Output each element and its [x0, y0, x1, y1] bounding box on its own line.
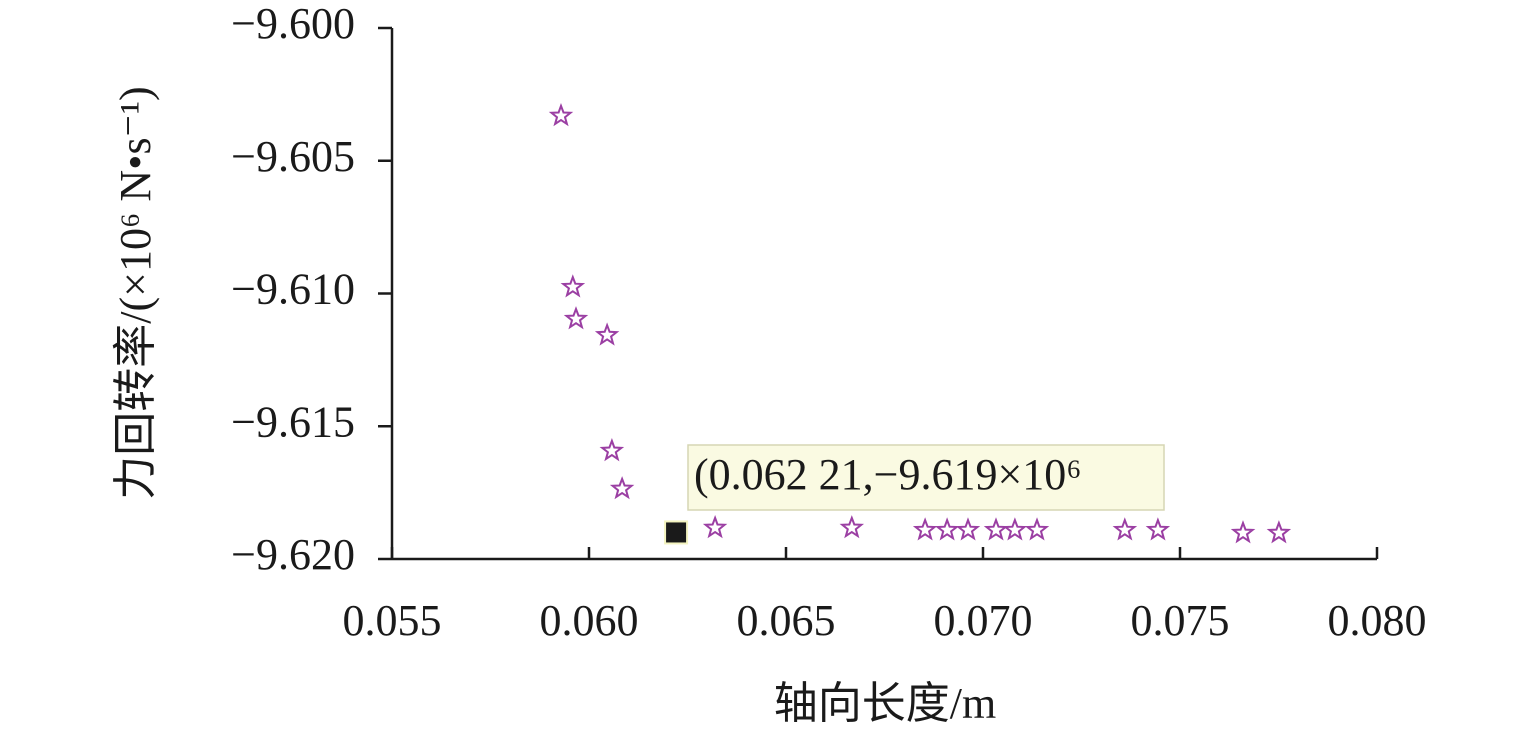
point [560, 274, 586, 298]
point [934, 517, 960, 541]
x-tick-label: 0.075 [1131, 596, 1230, 645]
point [599, 438, 625, 462]
y-tick-label: −9.600 [231, 0, 355, 48]
y-tick-label: −9.620 [231, 530, 355, 579]
x-tick-label: 0.065 [737, 596, 836, 645]
highlight-point [664, 520, 689, 545]
point [609, 476, 635, 500]
point [983, 517, 1009, 541]
point [548, 103, 574, 127]
y-tick-label: −9.615 [231, 397, 355, 446]
annotation-box [687, 444, 1165, 511]
y-tick-label: −9.610 [231, 265, 355, 314]
x-tick-label: 0.055 [343, 596, 442, 645]
point [1024, 517, 1050, 541]
annotation: (0.062 21,−9.619×10⁶ [694, 450, 1082, 499]
y-axis-label: 力回转率/(×10⁶ N•s⁻¹) [111, 86, 160, 499]
point [1112, 517, 1138, 541]
x-tick-label: 0.070 [934, 596, 1033, 645]
x-tick-label: 0.080 [1328, 596, 1427, 645]
x-axis-label: 轴向长度/m [774, 679, 996, 728]
point [563, 306, 589, 330]
y-tick-label: −9.605 [231, 132, 355, 181]
point [1266, 520, 1292, 544]
point [955, 517, 981, 541]
point [839, 515, 865, 539]
point [594, 322, 620, 346]
point [1002, 517, 1028, 541]
point [1145, 517, 1171, 541]
point [702, 515, 728, 539]
point [912, 517, 938, 541]
point [1230, 520, 1256, 544]
x-tick-label: 0.060 [540, 596, 639, 645]
